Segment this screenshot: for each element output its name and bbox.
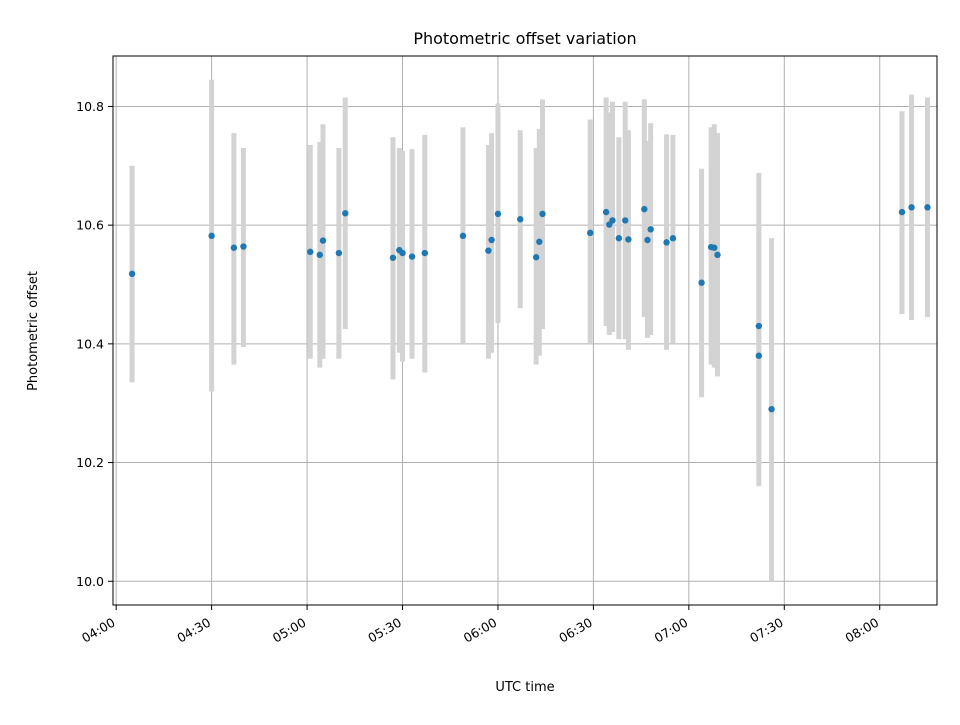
data-point: [307, 248, 314, 256]
data-point: [421, 249, 428, 257]
data-point: [408, 253, 416, 260]
data-point: [609, 217, 616, 224]
data-point: [316, 251, 323, 259]
data-point: [625, 236, 632, 243]
data-point: [536, 238, 543, 245]
data-point: [517, 216, 524, 223]
data-point: [335, 249, 343, 257]
grid: [113, 56, 937, 605]
plot-area-frame: [112, 55, 938, 606]
y-tick-label: 10.8: [76, 99, 104, 114]
data-point: [644, 236, 651, 244]
data-point: [389, 254, 397, 261]
data-point: [663, 239, 670, 246]
data-point: [539, 210, 546, 218]
data-point: [924, 204, 931, 211]
y-tick-label: 10.2: [76, 455, 104, 470]
data-point: [488, 236, 495, 244]
data-point: [647, 226, 654, 233]
data-point: [319, 237, 327, 244]
data-point: [615, 235, 623, 242]
data-point: [908, 204, 915, 211]
data-point: [698, 279, 705, 286]
data-point: [755, 322, 763, 330]
y-axis-ticks: 10.0 10.2 10.4 10.6 10.8: [76, 99, 113, 589]
data-point: [714, 251, 721, 259]
data-point: [587, 229, 594, 237]
y-tick-label: 10.0: [76, 574, 104, 589]
y-tick-label: 10.6: [76, 218, 104, 233]
data-point: [128, 270, 136, 278]
data-point: [230, 244, 238, 251]
data-point: [641, 205, 648, 213]
data-point: [532, 254, 540, 261]
data-point: [399, 249, 406, 257]
data-point: [711, 244, 718, 251]
data-point: [602, 208, 610, 216]
data-point: [898, 208, 906, 216]
data-point: [755, 352, 763, 359]
data-points: [128, 204, 931, 413]
data-point: [208, 232, 215, 240]
data-point: [622, 217, 629, 224]
data-point: [342, 210, 349, 217]
data-point: [669, 235, 677, 242]
data-point: [494, 210, 502, 218]
data-point: [459, 232, 467, 240]
y-axis-label: Photometric offset: [26, 271, 41, 391]
data-point: [768, 405, 775, 413]
y-tick-label: 10.4: [76, 336, 104, 351]
data-point: [485, 247, 492, 254]
chart-title: Photometric offset variation: [413, 29, 636, 48]
data-point: [240, 243, 247, 250]
x-axis-label: UTC time: [495, 680, 554, 695]
